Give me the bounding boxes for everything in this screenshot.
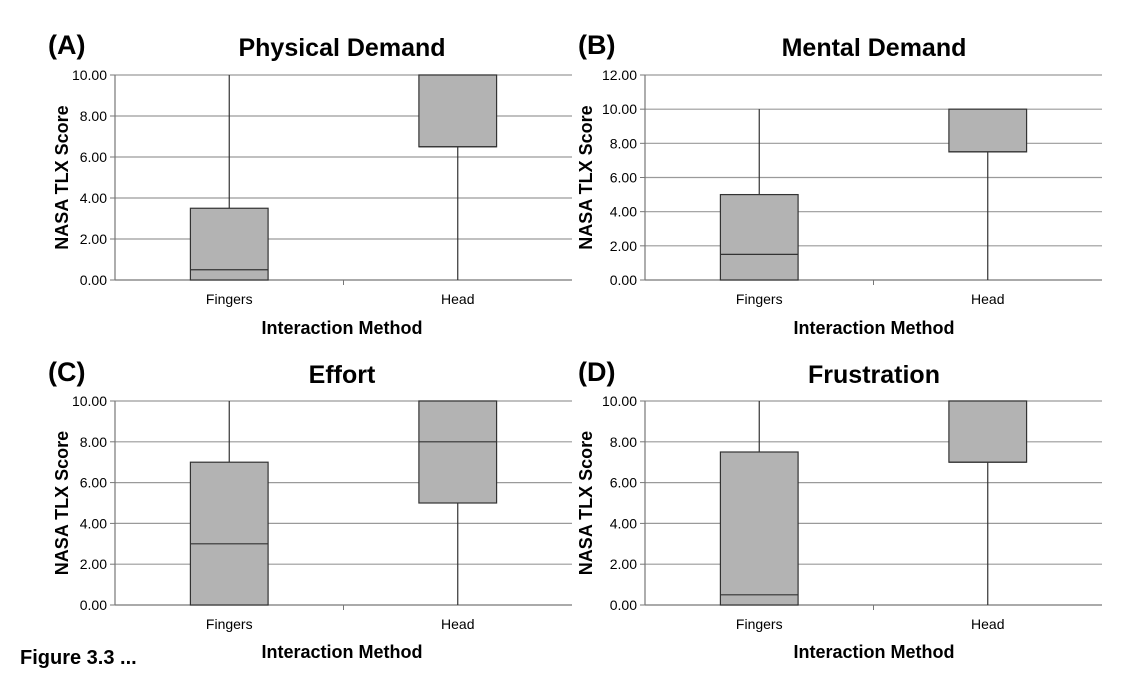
y-tick-label: 4.00 <box>80 515 107 531</box>
box-head <box>948 400 1028 463</box>
y-axis-title: NASA TLX Score <box>576 431 596 575</box>
y-tick-label: 4.00 <box>610 204 637 220</box>
y-tick-label: 8.00 <box>80 434 107 450</box>
y-axis-title: NASA TLX Score <box>52 431 72 575</box>
panel-letter: (C) <box>48 357 85 387</box>
x-category-label: Fingers <box>736 616 783 632</box>
y-tick-label: 0.00 <box>80 272 107 288</box>
x-axis-title: Interaction Method <box>262 318 423 338</box>
chart-title: Effort <box>309 361 376 389</box>
y-tick-label: 2.00 <box>80 556 107 572</box>
y-tick-label: 8.00 <box>610 135 637 151</box>
y-tick-label: 12.00 <box>602 67 637 83</box>
box-head <box>948 108 1028 153</box>
x-category-label: Head <box>971 616 1004 632</box>
y-tick-label: 10.00 <box>602 393 637 409</box>
y-tick-label: 8.00 <box>610 434 637 450</box>
y-tick-label: 0.00 <box>610 272 637 288</box>
y-tick-label: 10.00 <box>72 67 107 83</box>
chart-panel-d: 0.00 2.00 4.00 6.00 8.00 10.00 Fingers Head (D) F… <box>576 357 1102 662</box>
figure-caption: Figure 3.3 ... <box>20 647 137 669</box>
y-axis-title: NASA TLX Score <box>576 105 596 249</box>
box-fingers <box>719 193 799 281</box>
y-tick-label: 2.00 <box>80 231 107 247</box>
y-tick-label: 0.00 <box>610 597 637 613</box>
y-tick-label: 6.00 <box>610 170 637 186</box>
chart-title: Mental Demand <box>782 34 967 62</box>
x-axis-title: Interaction Method <box>794 642 955 662</box>
box-fingers <box>189 461 269 606</box>
y-tick-label: 0.00 <box>80 597 107 613</box>
y-tick-label: 8.00 <box>80 108 107 124</box>
x-category-label: Head <box>441 291 474 307</box>
x-category-label: Fingers <box>206 616 253 632</box>
box-head <box>418 74 498 148</box>
chart-title: Physical Demand <box>238 34 445 62</box>
y-tick-label: 10.00 <box>72 393 107 409</box>
box-fingers <box>189 207 269 281</box>
chart-panel-c: 0.00 2.00 4.00 6.00 8.00 10.00 Fingers Head (C) E… <box>48 357 572 662</box>
x-axis-title: Interaction Method <box>794 318 955 338</box>
x-category-label: Head <box>971 291 1004 307</box>
y-tick-label: 6.00 <box>610 475 637 491</box>
y-tick-label: 2.00 <box>610 556 637 572</box>
y-tick-label: 4.00 <box>80 190 107 206</box>
box-fingers <box>719 451 799 606</box>
y-tick-label: 4.00 <box>610 515 637 531</box>
y-tick-label: 2.00 <box>610 238 637 254</box>
y-tick-label: 10.00 <box>602 101 637 117</box>
chart-panel-a: 0.00 2.00 4.00 6.00 8.00 10.00 Fingers Head (A) P… <box>48 30 572 338</box>
x-category-label: Fingers <box>206 291 253 307</box>
y-axis-title: NASA TLX Score <box>52 105 72 249</box>
chart-panel-b: 0.00 2.00 4.00 6.00 8.00 10.00 12.00 Fingers Hea… <box>576 30 1102 338</box>
y-tick-label: 6.00 <box>80 149 107 165</box>
chart-title: Frustration <box>808 361 940 389</box>
panel-letter: (A) <box>48 30 85 60</box>
x-axis-title: Interaction Method <box>262 642 423 662</box>
box-head <box>418 400 498 504</box>
panel-letter: (D) <box>578 357 615 387</box>
x-category-label: Fingers <box>736 291 783 307</box>
y-tick-label: 6.00 <box>80 475 107 491</box>
panel-letter: (B) <box>578 30 615 60</box>
x-category-label: Head <box>441 616 474 632</box>
